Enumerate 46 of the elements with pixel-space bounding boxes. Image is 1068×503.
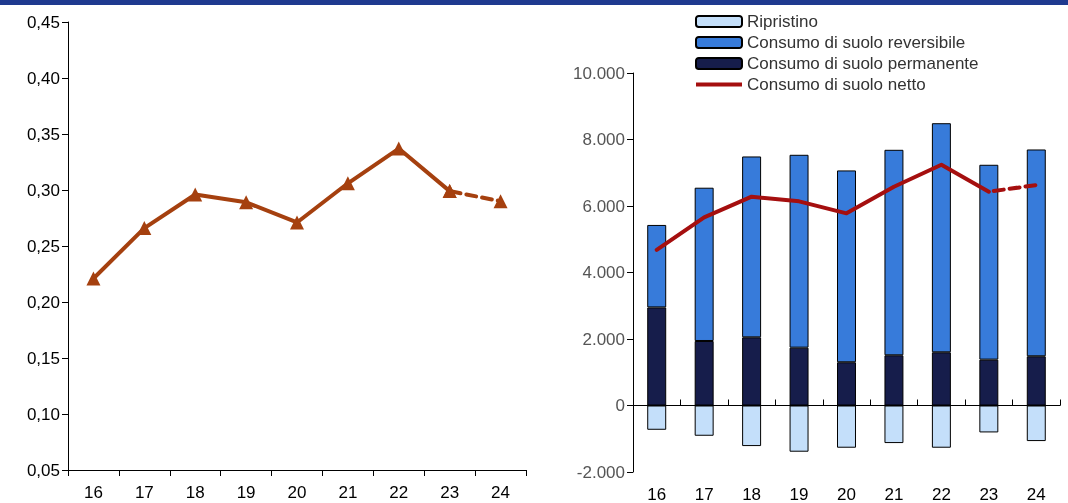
x-tick-label: 20 xyxy=(287,483,307,502)
y-tick-label: 10.000 xyxy=(573,63,625,83)
y-tick-label: 0,30 xyxy=(26,180,60,200)
x-tick-label: 22 xyxy=(389,483,409,502)
y-tick-label: 2.000 xyxy=(582,329,625,349)
x-tick-label: 17 xyxy=(134,483,154,502)
y-tick-label: 8.000 xyxy=(582,130,625,149)
y-tick-label: 0,45 xyxy=(26,12,60,32)
x-tick-label: 24 xyxy=(1026,485,1046,503)
point xyxy=(391,141,406,156)
y-tick-label: 0 xyxy=(615,396,625,415)
legend-label: Consumo di suolo netto xyxy=(747,75,926,94)
x-tick-label: 23 xyxy=(440,483,460,502)
x-tick-label: 18 xyxy=(185,483,205,502)
x-tick-label: 17 xyxy=(694,485,714,503)
point xyxy=(290,215,304,230)
x-tick-label: 19 xyxy=(236,483,256,502)
x-tick-label: 18 xyxy=(742,485,762,503)
legend-label: Consumo di suolo permanente xyxy=(747,54,979,73)
x-tick-label: 21 xyxy=(338,483,358,502)
point xyxy=(86,271,101,286)
y-tick-label: 0,35 xyxy=(26,124,60,144)
y-tick-label: 0,20 xyxy=(26,292,60,312)
point xyxy=(239,195,254,210)
y-tick-label: 0,25 xyxy=(26,236,60,256)
y-tick-label: -2.000 xyxy=(576,462,625,482)
point xyxy=(340,176,355,191)
legend-label: Consumo di suolo reversibile xyxy=(747,33,966,52)
x-tick-label: 21 xyxy=(884,485,904,503)
y-tick-label: 4.000 xyxy=(582,263,625,282)
y-tick-label: 0,15 xyxy=(26,348,60,368)
point xyxy=(137,221,152,236)
x-tick-label: 20 xyxy=(837,485,856,503)
point xyxy=(188,187,203,202)
x-tick-label: 19 xyxy=(789,485,809,503)
y-tick-label: 0,10 xyxy=(26,404,60,424)
y-tick-label: 0,05 xyxy=(26,460,60,480)
point xyxy=(442,184,457,199)
legend-label: Ripristino xyxy=(747,12,818,31)
y-tick-label: 0,40 xyxy=(26,68,60,88)
x-tick-label: 23 xyxy=(979,485,999,503)
x-tick-label: 16 xyxy=(83,483,103,502)
y-tick-label: 6.000 xyxy=(582,196,625,216)
x-tick-label: 24 xyxy=(491,483,511,502)
x-tick-label: 22 xyxy=(931,485,951,503)
x-tick-label: 16 xyxy=(647,485,667,503)
